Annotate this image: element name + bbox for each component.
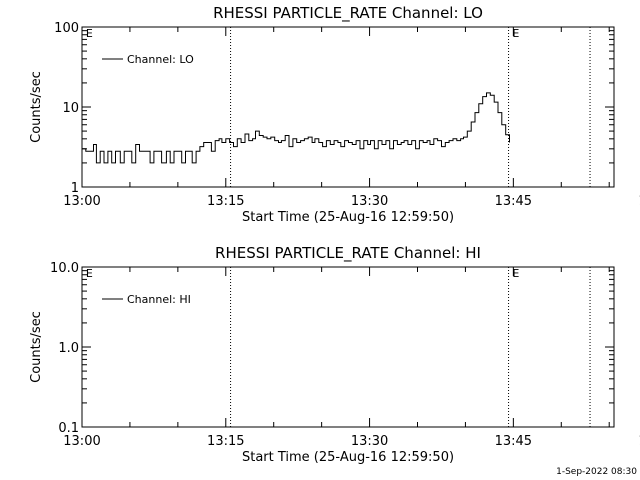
x-tick-label: 14:00 bbox=[638, 434, 640, 449]
y-tick-label: 0.1 bbox=[58, 421, 79, 436]
y-axis-label: Counts/sec bbox=[29, 311, 44, 383]
event-marker: E bbox=[86, 267, 93, 280]
x-tick-label: 13:15 bbox=[207, 194, 244, 209]
y-tick-label: 10.0 bbox=[50, 261, 79, 276]
chart-title: RHESSI PARTICLE_RATE Channel: HI bbox=[215, 244, 481, 263]
event-marker: E bbox=[512, 27, 519, 40]
x-tick-label: 13:30 bbox=[351, 194, 388, 209]
hi-channel-panel: RHESSI PARTICLE_RATE Channel: HI 13:00 13:… bbox=[29, 244, 640, 465]
plot-frame bbox=[81, 266, 615, 428]
x-tick-label: 13:00 bbox=[63, 194, 100, 209]
legend-label: Channel: LO bbox=[127, 53, 194, 66]
y-tick-label: 100 bbox=[54, 21, 79, 36]
x-axis-label: Start Time (25-Aug-16 12:59:50) bbox=[242, 450, 454, 465]
y-axis-label: Counts/sec bbox=[29, 71, 44, 143]
x-tick-label: 13:30 bbox=[351, 434, 388, 449]
event-marker: E bbox=[86, 27, 93, 40]
footer-timestamp: 1-Sep-2022 08:30 bbox=[556, 467, 637, 477]
x-tick-label: 13:45 bbox=[495, 194, 532, 209]
x-axis-label: Start Time (25-Aug-16 12:59:50) bbox=[242, 210, 454, 225]
event-marker: E bbox=[512, 267, 519, 280]
x-tick-label: 13:00 bbox=[63, 434, 100, 449]
y-tick-label: 1.0 bbox=[58, 341, 79, 356]
y-tick-label: 10 bbox=[62, 101, 79, 116]
y-tick-label: 1 bbox=[71, 181, 79, 196]
x-tick-label: 13:45 bbox=[495, 434, 532, 449]
chart-title: RHESSI PARTICLE_RATE Channel: LO bbox=[213, 4, 483, 23]
lo-channel-panel: RHESSI PARTICLE_RATE Channel: LO 13:00 13:… bbox=[29, 4, 640, 225]
x-tick-label: 13:15 bbox=[207, 434, 244, 449]
legend-label: Channel: HI bbox=[127, 293, 191, 306]
series-line-lo bbox=[82, 92, 510, 164]
x-tick-label: 14:00 bbox=[638, 194, 640, 209]
